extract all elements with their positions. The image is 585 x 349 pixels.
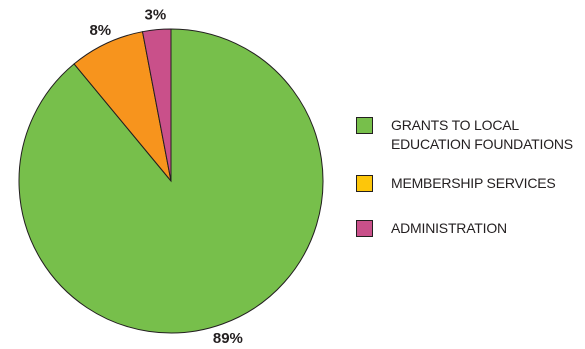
legend-item-grants: GRANTS TO LOCAL EDUCATION FOUNDATIONS [356, 116, 585, 174]
legend-swatch-administration [356, 220, 373, 237]
pie-slice-administration [141, 28, 172, 182]
legend-label-membership: MEMBERSHIP SERVICES [391, 175, 556, 191]
legend: GRANTS TO LOCAL EDUCATION FOUNDATIONS ME… [356, 116, 585, 238]
legend-label-administration: ADMINISTRATION [391, 220, 507, 236]
legend-label-grants-line2: EDUCATION FOUNDATIONS [391, 136, 573, 152]
legend-swatch-grants [356, 117, 373, 134]
pie-label-administration: 3% [145, 7, 167, 24]
pie-labels: 89% 8% 3% [89, 7, 242, 347]
pie-slices [18, 28, 324, 334]
pie-slice-grants [18, 28, 324, 334]
legend-item-administration: ADMINISTRATION [356, 219, 585, 238]
pie-label-grants: 89% [213, 330, 243, 347]
pie-label-membership: 8% [89, 22, 111, 39]
legend-label-grants: GRANTS TO LOCAL EDUCATION FOUNDATIONS [391, 116, 585, 154]
legend-label-grants-line1: GRANTS TO LOCAL [391, 117, 519, 133]
legend-item-membership: MEMBERSHIP SERVICES [356, 174, 585, 219]
legend-swatch-membership [356, 175, 373, 192]
